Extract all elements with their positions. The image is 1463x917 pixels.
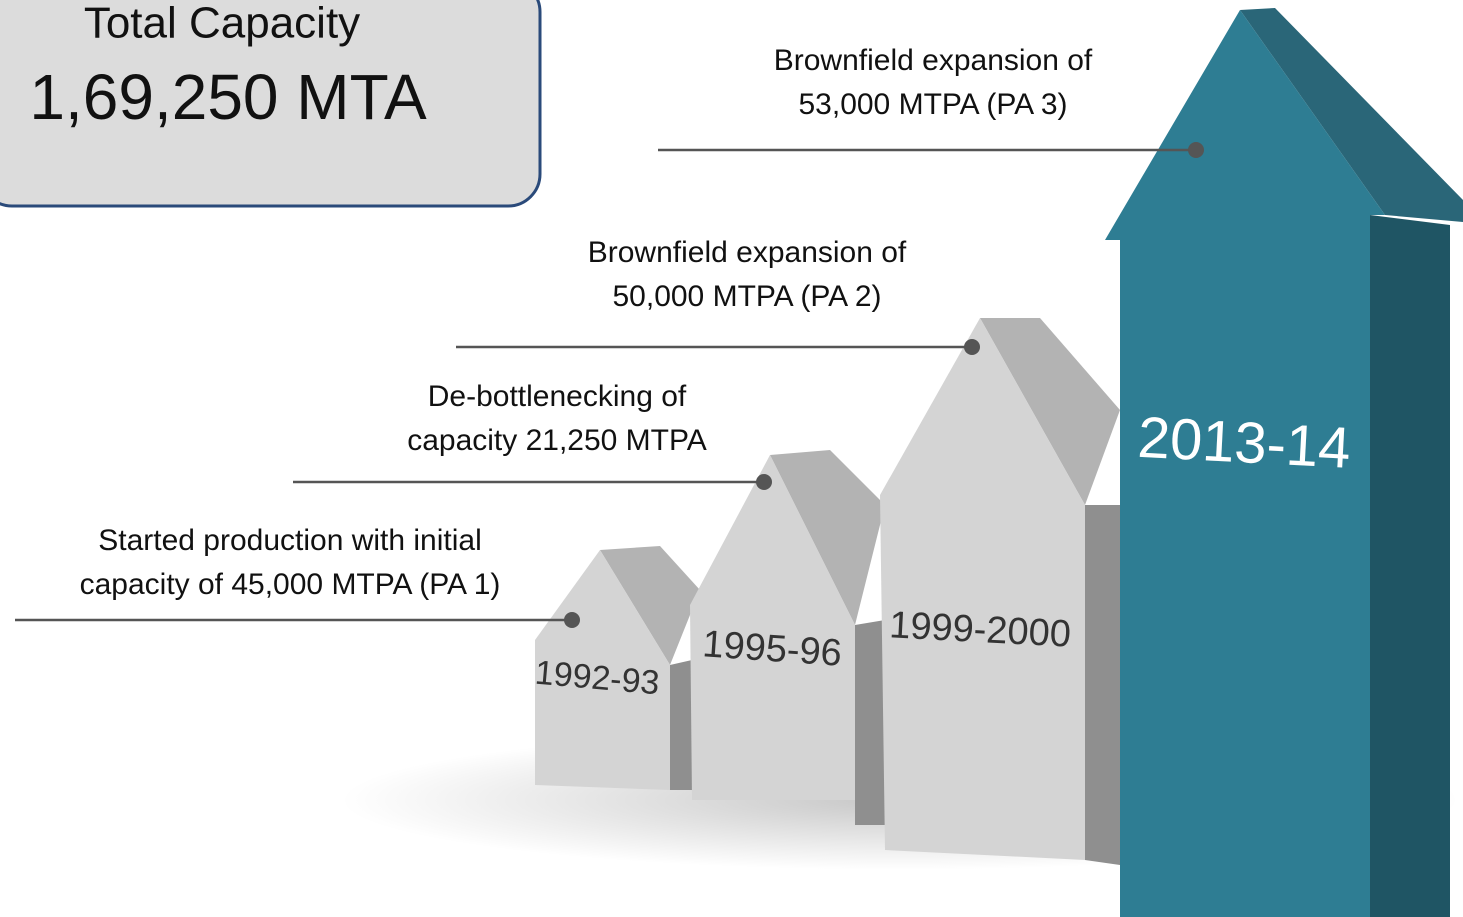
callout-text: capacity of 45,000 MTPA (PA 1) [80, 568, 501, 601]
total-title: Total Capacity [84, 0, 360, 48]
callout-text: capacity 21,250 MTPA [407, 424, 707, 457]
callout-text: Started production with initial [98, 524, 482, 557]
callout-text: 50,000 MTPA (PA 2) [612, 280, 881, 313]
arrow-side [670, 660, 692, 790]
diagram: Total Capacity 1,69,250 MTA 1992-931995-… [0, 0, 1463, 917]
arrow-side [1370, 215, 1450, 917]
leader-dot [756, 474, 772, 490]
leader-dot [964, 339, 980, 355]
year-label: 2013-14 [1136, 405, 1352, 481]
total-value: 1,69,250 MTA [29, 61, 427, 133]
callout-text: De-bottlenecking of [428, 380, 687, 413]
leader-dot [564, 612, 580, 628]
arrow-side [855, 620, 885, 825]
arrow-side [1085, 505, 1120, 865]
callout-text: Brownfield expansion of [774, 44, 1093, 77]
callout-text: 53,000 MTPA (PA 3) [798, 88, 1067, 121]
callout-text: Brownfield expansion of [588, 236, 907, 269]
leader-dot [1188, 142, 1204, 158]
